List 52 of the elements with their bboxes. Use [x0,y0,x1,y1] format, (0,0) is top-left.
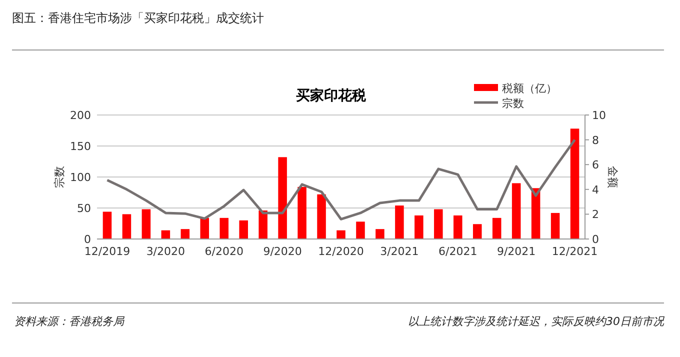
bar [414,215,424,239]
y2-tick-label: 0 [592,233,599,246]
y-tick-label: 100 [70,171,91,184]
x-tick-label: 12/2021 [552,245,598,258]
bar [298,186,306,239]
y2-axis-title: 金额 [606,166,619,188]
bar [102,212,112,239]
y2-tick-label: 4 [592,183,599,196]
x-tick-label: 6/2020 [204,245,244,258]
bar [239,220,248,239]
y2-tick-label: 10 [592,109,606,122]
bar [278,157,287,239]
legend-label: 宗数 [502,97,524,110]
y2-tick-label: 2 [592,208,599,222]
y-tick-label: 150 [70,140,91,153]
x-tick-label: 3/2020 [146,245,186,258]
bar [512,183,521,239]
bar [180,229,190,239]
line-series [106,138,576,220]
bar [434,209,443,239]
bar [356,222,365,239]
bar [454,215,462,239]
text: 以上统计数字涉及统计延迟，实际反映约30日前市况 [408,315,665,328]
bar [142,209,151,239]
x-tick-label: 9/2021 [496,245,536,258]
y-tick-label: 50 [77,202,91,215]
bar [200,218,210,239]
x-tick-label: 6/2021 [438,245,478,258]
x-tick-label: 12/2019 [84,245,130,258]
bar [220,218,228,239]
bar [570,128,580,239]
y2-tick-label: 8 [592,134,599,147]
x-tick-label: 12/2020 [318,245,364,258]
legend-label: 税额（亿） [502,82,557,95]
bar [472,224,482,239]
bar [376,229,384,239]
bar [336,230,346,239]
bar [258,210,268,239]
y-axis-title: 宗数 [53,166,66,188]
y-tick-label: 0 [84,233,91,246]
x-tick-label: 3/2021 [380,245,419,258]
y-tick-label: 200 [70,109,91,122]
bar [395,206,404,239]
chart-subtitle: 买家印花税 [296,87,367,104]
text: 资料来源：香港税务局 [14,315,125,328]
y2-tick-label: 6 [592,158,599,172]
bar [492,218,502,239]
x-tick-label: 9/2020 [263,245,302,258]
chart-title: 图五：香港住宅市场涉「买家印花税」成交统计 [12,11,264,25]
bar [317,194,326,239]
bar [122,214,132,239]
bar [550,212,560,239]
